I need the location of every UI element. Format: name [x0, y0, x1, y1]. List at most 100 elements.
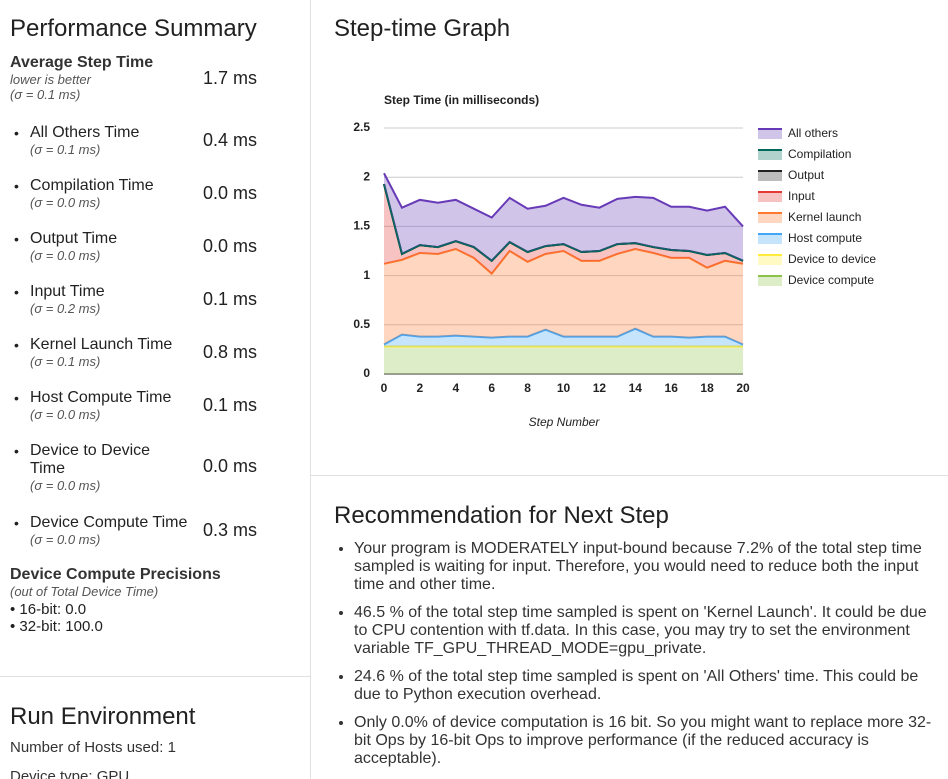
x-tick-label: 14: [629, 381, 643, 395]
area-line: [383, 247, 744, 276]
label: Average Step Time: [10, 54, 154, 71]
label: Device to Device Time: [30, 442, 151, 477]
summary-item: Kernel Launch Time (σ = 0.1 ms): [30, 336, 200, 369]
divider: [310, 0, 311, 779]
x-tick-label: 0: [381, 381, 388, 395]
legend-label: Compilation: [788, 147, 851, 161]
sigma: (σ = 0.0 ms): [30, 478, 101, 493]
x-tick-label: 10: [557, 381, 571, 395]
bullet: •: [14, 390, 19, 406]
x-tick-label: 6: [488, 381, 495, 395]
note: (out of Total Device Time): [10, 584, 159, 599]
legend-swatch: [758, 276, 782, 286]
x-tick-label: 2: [417, 381, 424, 395]
y-tick-label: 2: [363, 169, 370, 183]
legend-label: Device to device: [788, 252, 876, 266]
recommendation-item: 46.5 % of the total step time sampled is…: [354, 604, 934, 658]
summary-item: Device to Device Time (σ = 0.0 ms): [30, 442, 165, 493]
legend-label: All others: [788, 126, 838, 140]
legend-swatch: [758, 129, 782, 139]
sigma: (σ = 0.0 ms): [30, 195, 101, 210]
env-line: Number of Hosts used: 1: [10, 739, 176, 756]
value: 0.3 ms: [203, 520, 258, 540]
label: Compilation Time: [30, 177, 154, 194]
average: Average Step Time lower is better (σ = 0…: [10, 54, 153, 102]
value: 0.0 ms: [203, 456, 258, 476]
value: 0.4 ms: [203, 130, 258, 150]
bullet: •: [14, 337, 19, 353]
note: lower is better: [10, 72, 91, 87]
legend-label: Input: [788, 189, 815, 203]
value: 0.0 ms: [203, 183, 258, 203]
bullet: •: [14, 125, 19, 141]
text: 32-bit: 100.0: [19, 618, 103, 635]
chart-title: Step Time (in milliseconds): [384, 93, 539, 107]
divider: [0, 676, 310, 677]
recommendation-item: 24.6 % of the total step time sampled is…: [354, 668, 934, 704]
area-line: [383, 183, 744, 263]
value: 1.7 ms: [203, 68, 258, 88]
run-env-title: Run Environment: [10, 703, 196, 730]
recommendation-title: Recommendation for Next Step: [334, 502, 669, 529]
area-line: [383, 172, 744, 228]
label: Host Compute Time: [30, 389, 172, 406]
value: 0.8 ms: [203, 342, 258, 362]
legend-swatch: [758, 255, 782, 265]
precision: • 16-bit: 0.0: [10, 601, 87, 618]
area: [384, 249, 743, 345]
y-tick-label: 0.5: [353, 317, 370, 331]
legend-swatch: [758, 171, 782, 181]
label: Kernel Launch Time: [30, 336, 173, 353]
area: [384, 346, 743, 374]
label: Input Time: [30, 283, 105, 300]
legend-label: Host compute: [788, 231, 862, 245]
chart: Step Time (in milliseconds) Step Number …: [353, 93, 876, 429]
x-axis-label: Step Number: [529, 415, 601, 429]
label: All Others Time: [30, 124, 140, 141]
bullet: •: [14, 231, 19, 247]
precisions: Device Compute Precisions (out of Total …: [10, 566, 221, 635]
label: Device Compute Precisions: [10, 566, 221, 583]
legend-swatch: [758, 213, 782, 223]
x-tick-label: 12: [593, 381, 607, 395]
legend-swatch: [758, 234, 782, 244]
precision: • 32-bit: 100.0: [10, 618, 103, 635]
legend-swatch: [758, 150, 782, 160]
y-tick-label: 2.5: [353, 120, 370, 134]
summary-item: Device Compute Time (σ = 0.0 ms): [30, 514, 200, 547]
x-tick-label: 18: [700, 381, 714, 395]
bullet: •: [14, 515, 19, 531]
summary-item: Compilation Time (σ = 0.0 ms): [30, 177, 200, 210]
value: 0.1 ms: [203, 289, 258, 309]
y-tick-label: 1.5: [353, 219, 370, 233]
area: [384, 173, 743, 261]
summary-item: Host Compute Time (σ = 0.0 ms): [30, 389, 200, 422]
sigma: (σ = 0.2 ms): [30, 301, 101, 316]
area: [384, 184, 743, 274]
sigma: (σ = 0.0 ms): [30, 407, 101, 422]
env-line: Device type: GPU: [10, 768, 130, 779]
summary-item: All Others Time (σ = 0.1 ms): [30, 124, 200, 157]
bullet: •: [14, 284, 19, 300]
bullet: •: [14, 178, 19, 194]
x-tick-label: 20: [736, 381, 750, 395]
label: Device Compute Time: [30, 514, 188, 531]
value: 0.0 ms: [203, 236, 258, 256]
bullet: •: [14, 443, 19, 459]
summary-item: Input Time (σ = 0.2 ms): [30, 283, 200, 316]
sigma: (σ = 0.0 ms): [30, 532, 101, 547]
label: Output Time: [30, 230, 118, 247]
y-tick-label: 1: [363, 268, 370, 282]
y-tick-label: 0: [363, 366, 370, 380]
sigma: (σ = 0.1 ms): [30, 354, 101, 369]
x-tick-label: 16: [665, 381, 679, 395]
x-tick-label: 8: [524, 381, 531, 395]
area-line: [383, 327, 744, 346]
divider: [311, 475, 948, 476]
sigma: (σ = 0.1 ms): [30, 142, 101, 157]
graph-title: Step-time Graph: [334, 15, 511, 42]
recommendation-item: Only 0.0% of device computation is 16 bi…: [354, 714, 934, 768]
legend-label: Kernel launch: [788, 210, 861, 224]
summary-item: Output Time (σ = 0.0 ms): [30, 230, 200, 263]
